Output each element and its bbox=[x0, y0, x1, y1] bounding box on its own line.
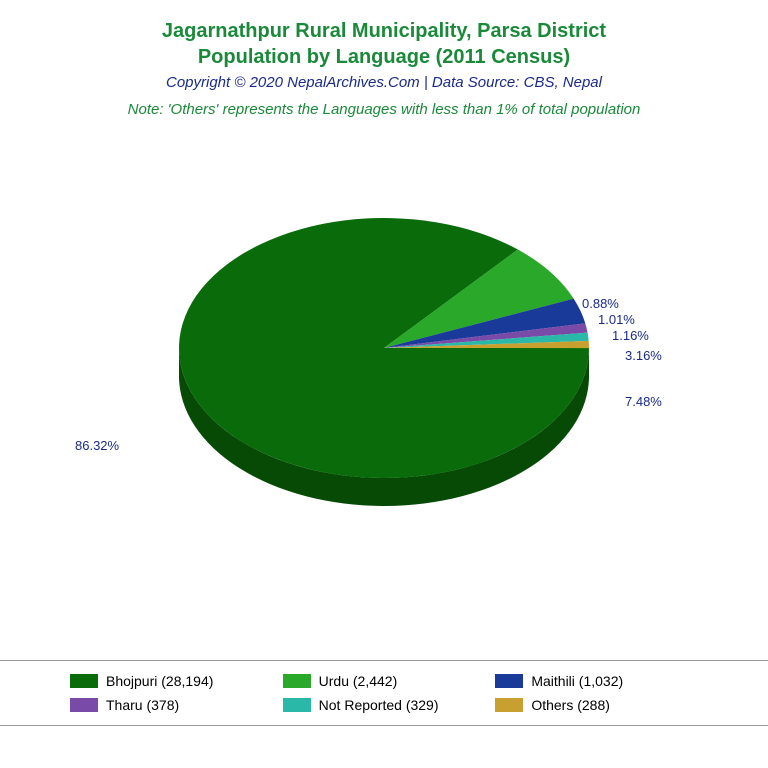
pie-chart-svg bbox=[134, 178, 634, 538]
legend-item: Others (288) bbox=[495, 697, 698, 713]
pct-label: 7.48% bbox=[625, 394, 662, 409]
pct-label: 3.16% bbox=[625, 348, 662, 363]
chart-note: Note: 'Others' represents the Languages … bbox=[0, 101, 768, 118]
legend-item: Tharu (378) bbox=[70, 697, 273, 713]
legend-label: Not Reported (329) bbox=[319, 697, 439, 713]
legend-label: Maithili (1,032) bbox=[531, 673, 623, 689]
legend-item: Urdu (2,442) bbox=[283, 673, 486, 689]
pct-label: 0.88% bbox=[582, 296, 619, 311]
legend-label: Bhojpuri (28,194) bbox=[106, 673, 213, 689]
legend-item: Not Reported (329) bbox=[283, 697, 486, 713]
pct-label: 1.01% bbox=[598, 312, 635, 327]
legend-item: Bhojpuri (28,194) bbox=[70, 673, 273, 689]
pie-chart-area: 86.32% 7.48% 3.16% 1.16%1.01%0.88% bbox=[0, 138, 768, 578]
title-line-2: Population by Language (2011 Census) bbox=[0, 44, 768, 70]
pct-label: 1.16% bbox=[612, 328, 649, 343]
legend-label: Urdu (2,442) bbox=[319, 673, 398, 689]
chart-subtitle: Copyright © 2020 NepalArchives.Com | Dat… bbox=[0, 74, 768, 91]
legend: Bhojpuri (28,194) Urdu (2,442) Maithili (1… bbox=[0, 660, 768, 726]
chart-title: Jagarnathpur Rural Municipality, Parsa D… bbox=[0, 0, 768, 70]
legend-swatch bbox=[495, 674, 523, 688]
legend-label: Others (288) bbox=[531, 697, 610, 713]
title-line-1: Jagarnathpur Rural Municipality, Parsa D… bbox=[0, 18, 768, 44]
legend-swatch bbox=[283, 698, 311, 712]
legend-label: Tharu (378) bbox=[106, 697, 179, 713]
legend-swatch bbox=[70, 674, 98, 688]
legend-swatch bbox=[70, 698, 98, 712]
legend-item: Maithili (1,032) bbox=[495, 673, 698, 689]
pct-label: 86.32% bbox=[75, 438, 119, 453]
legend-swatch bbox=[283, 674, 311, 688]
legend-swatch bbox=[495, 698, 523, 712]
